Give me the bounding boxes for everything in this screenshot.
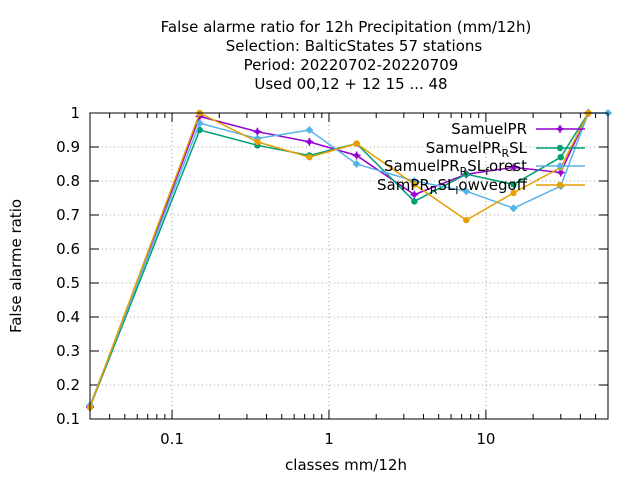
data-point bbox=[558, 170, 564, 175]
y-tick-label: 1 bbox=[70, 104, 80, 122]
circle-marker bbox=[510, 181, 517, 188]
y-tick-label: 0.2 bbox=[56, 376, 80, 394]
grid bbox=[90, 112, 608, 420]
series-line bbox=[89, 111, 590, 408]
legend-label-samuelpr-rsl-forest: SamuelPRRSLforest bbox=[384, 157, 527, 178]
tick-labels: 0.1 0.2 0.3 0.4 0.5 0.6 0.7 0.8 0.9 1 0.1 1 10 bbox=[56, 104, 495, 448]
circle-marker bbox=[353, 140, 360, 147]
diamond-marker bbox=[352, 160, 361, 168]
axis-ticks bbox=[90, 112, 608, 420]
y-tick-label: 0.5 bbox=[56, 274, 80, 292]
circle-marker bbox=[463, 216, 470, 224]
legend-label-samuelpr-rsl: SamuelPRRSL bbox=[426, 139, 528, 160]
y-tick-label: 0.6 bbox=[56, 240, 80, 258]
diamond-marker bbox=[509, 204, 518, 213]
circle-marker bbox=[463, 171, 470, 178]
data-point bbox=[411, 192, 417, 198]
y-tick-label: 0.7 bbox=[56, 206, 80, 224]
diamond-marker bbox=[462, 187, 471, 196]
diamond-marker bbox=[305, 126, 314, 134]
series-line bbox=[89, 112, 608, 406]
chart-title-line-4: Used 00,12 + 12 15 ... 48 bbox=[254, 75, 447, 93]
data-point bbox=[354, 153, 360, 158]
circle-marker bbox=[510, 189, 517, 197]
y-tick-label: 0.4 bbox=[56, 308, 80, 326]
y-tick-label: 0.3 bbox=[56, 342, 80, 360]
plot-frame bbox=[89, 112, 609, 420]
legend-label-samuelpr: SamuelPR bbox=[451, 120, 527, 138]
circle-marker bbox=[411, 181, 418, 188]
diamond-marker bbox=[556, 162, 564, 170]
circle-marker bbox=[254, 138, 261, 146]
circle-marker bbox=[557, 154, 564, 161]
circle-marker bbox=[556, 181, 564, 189]
y-axis-label: False alarme ratio bbox=[7, 199, 25, 333]
data-point bbox=[254, 129, 260, 135]
circle-marker bbox=[556, 144, 564, 152]
series-layer bbox=[86, 109, 612, 412]
x-axis-label: classes mm/12h bbox=[285, 456, 407, 474]
data-point bbox=[511, 164, 517, 170]
chart-title-line-1: False alarme ratio for 12h Precipitation… bbox=[161, 18, 532, 36]
data-point bbox=[557, 126, 563, 132]
circle-marker bbox=[306, 154, 313, 161]
chart-title-line-3: Period: 20220702-20220709 bbox=[244, 56, 459, 74]
y-tick-label: 0.1 bbox=[56, 410, 80, 428]
x-tick-label: 0.1 bbox=[160, 430, 184, 448]
x-tick-label: 1 bbox=[324, 430, 334, 448]
y-tick-label: 0.8 bbox=[56, 172, 80, 190]
legend: SamuelPR SamuelPRRSL SamuelPRRSLforest S… bbox=[377, 120, 585, 197]
circle-marker bbox=[411, 198, 418, 205]
diamond-marker bbox=[195, 119, 204, 128]
data-point bbox=[306, 139, 312, 145]
y-tick-label: 0.9 bbox=[56, 138, 80, 156]
legend-label-sampr-rsl-lowvegoff: SamPRRSLlowvegoff bbox=[377, 176, 528, 197]
x-tick-label: 10 bbox=[476, 430, 495, 448]
chart-title-line-2: Selection: BalticStates 57 stations bbox=[226, 37, 483, 55]
